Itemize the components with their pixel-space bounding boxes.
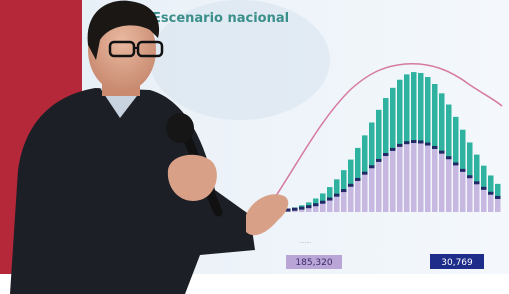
chart-shape — [460, 169, 466, 172]
screen-title: Escenario nacional — [152, 11, 289, 26]
chart-shape — [404, 141, 410, 144]
chart-shape — [411, 142, 417, 212]
chart-shape — [390, 150, 396, 212]
chart-shape — [313, 203, 319, 206]
chart-shape — [425, 143, 431, 146]
chart-shape — [488, 192, 494, 195]
chart-shape — [453, 162, 459, 165]
chart-shape — [292, 208, 298, 211]
microphone-head — [166, 113, 194, 143]
chart-shape — [376, 161, 382, 212]
chart-shape — [327, 198, 333, 201]
stat-value: 30,769 — [441, 258, 473, 268]
chart-shape — [334, 194, 340, 197]
chart-shape — [446, 156, 452, 159]
chart-shape — [432, 146, 438, 149]
chart-shape — [341, 189, 347, 192]
chart-shape — [397, 146, 403, 212]
chart-shape — [320, 201, 326, 204]
chart-shape — [348, 186, 354, 212]
chart-shape — [446, 158, 452, 212]
chart-shape — [460, 171, 466, 212]
chart-shape — [425, 145, 431, 212]
chart-shape — [467, 175, 473, 178]
chart-shape — [439, 151, 445, 154]
chart-shape — [488, 194, 494, 212]
chart-shape — [383, 155, 389, 212]
chart-shape — [313, 205, 319, 212]
chart-shape — [299, 207, 305, 210]
chart-shape — [439, 153, 445, 212]
chart-shape — [369, 167, 375, 212]
chart-shape — [390, 148, 396, 151]
chart-shape — [334, 196, 340, 212]
chart-shape — [369, 165, 375, 168]
chart-shape — [474, 181, 480, 184]
chart-shape — [481, 189, 487, 212]
chart-shape — [397, 144, 403, 147]
chart-shape — [355, 178, 361, 181]
chart-shape — [404, 143, 410, 212]
chart-shape — [467, 177, 473, 212]
chart-shape — [306, 205, 312, 208]
chart-shape — [495, 198, 501, 212]
chart-shape — [341, 191, 347, 212]
chart-shape — [362, 174, 368, 212]
axis-caption: ······· — [300, 240, 312, 246]
chart-shape — [418, 140, 424, 143]
chart-shape — [432, 148, 438, 212]
chart-shape — [355, 180, 361, 212]
chart-shape — [383, 153, 389, 156]
stat-value: 185,320 — [295, 258, 332, 268]
chart-shape — [411, 140, 417, 143]
chart-shape — [495, 196, 501, 199]
chart-shape — [474, 183, 480, 212]
chart-shape — [327, 200, 333, 212]
photo: Escenario nacional ······· 185,320 30,76… — [0, 0, 509, 294]
chart-shape — [376, 159, 382, 162]
chart-shape — [418, 142, 424, 212]
chart-shape — [453, 164, 459, 212]
chart-shape — [362, 172, 368, 175]
chart-shape — [320, 203, 326, 212]
chart-shape — [348, 184, 354, 187]
chart-shape — [481, 187, 487, 190]
